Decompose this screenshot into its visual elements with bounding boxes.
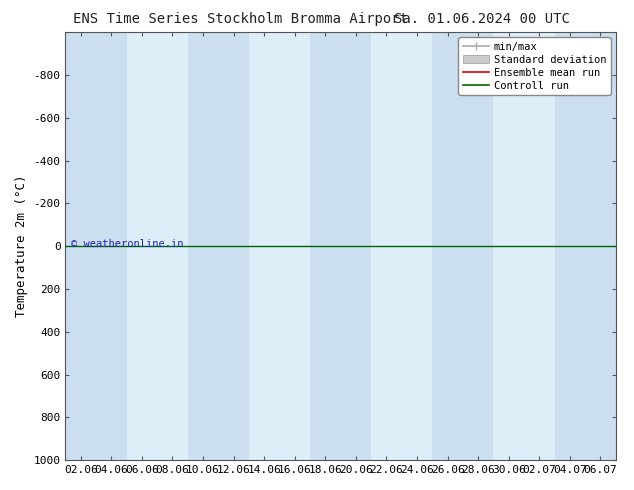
- Bar: [127, 32, 157, 460]
- Text: Sa. 01.06.2024 00 UTC: Sa. 01.06.2024 00 UTC: [394, 12, 570, 26]
- Bar: [188, 32, 218, 460]
- Bar: [157, 32, 188, 460]
- Bar: [524, 32, 555, 460]
- Bar: [340, 32, 371, 460]
- Bar: [218, 32, 249, 460]
- Bar: [493, 32, 524, 460]
- Bar: [555, 32, 585, 460]
- Bar: [402, 32, 432, 460]
- Bar: [280, 32, 310, 460]
- Bar: [65, 32, 96, 460]
- Bar: [585, 32, 616, 460]
- Bar: [371, 32, 402, 460]
- Text: © weatheronline.in: © weatheronline.in: [71, 239, 183, 249]
- Text: ENS Time Series Stockholm Bromma Airport: ENS Time Series Stockholm Bromma Airport: [74, 12, 408, 26]
- Bar: [96, 32, 127, 460]
- Bar: [463, 32, 493, 460]
- Y-axis label: Temperature 2m (°C): Temperature 2m (°C): [15, 175, 28, 318]
- Bar: [432, 32, 463, 460]
- Legend: min/max, Standard deviation, Ensemble mean run, Controll run: min/max, Standard deviation, Ensemble me…: [458, 37, 611, 95]
- Bar: [310, 32, 340, 460]
- Bar: [249, 32, 280, 460]
